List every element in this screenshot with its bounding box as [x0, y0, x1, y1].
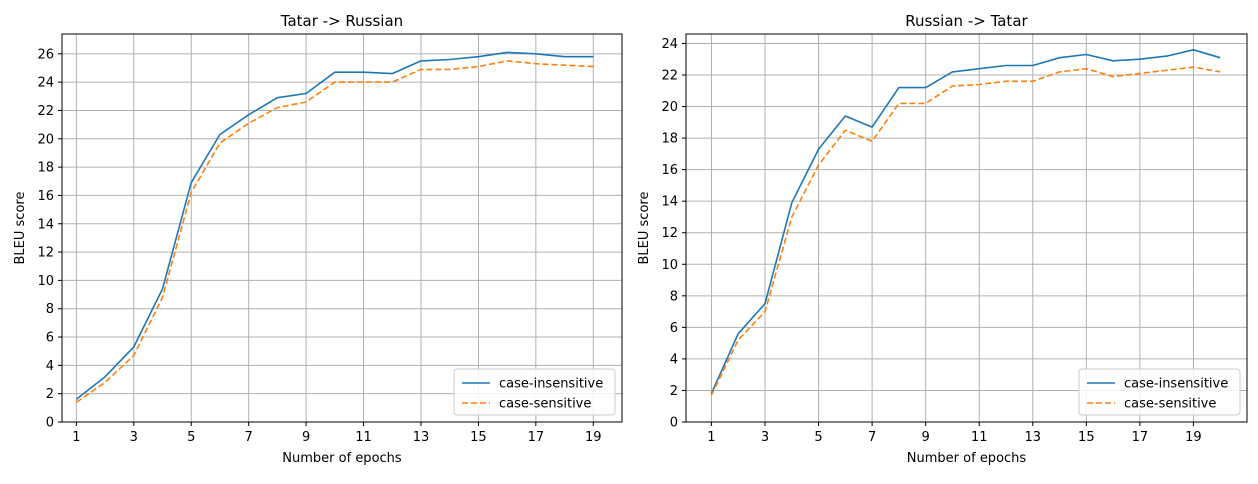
y-tick-label: 16	[661, 163, 678, 178]
y-tick-label: 20	[661, 100, 678, 115]
y-tick-label: 2	[670, 384, 678, 399]
y-tick-label: 8	[46, 302, 54, 317]
y-tick-label: 0	[46, 416, 54, 431]
x-tick-label: 1	[72, 430, 80, 445]
y-tick-label: 6	[46, 331, 54, 346]
x-tick-label: 7	[868, 430, 876, 445]
y-tick-label: 2	[46, 387, 54, 402]
x-tick-label: 19	[1185, 430, 1202, 445]
x-tick-label: 15	[1078, 430, 1095, 445]
x-tick-label: 11	[355, 430, 372, 445]
y-tick-label: 14	[661, 195, 678, 210]
chart-title: Tatar -> Russian	[280, 12, 403, 30]
series-line-case-sensitive	[710, 66, 1221, 396]
y-tick-label: 10	[37, 274, 54, 289]
series-line-case-insensitive	[75, 51, 594, 400]
plot-frame	[685, 33, 1248, 423]
legend: case-insensitive case-sensitive	[453, 368, 616, 416]
legend-box	[1078, 368, 1241, 416]
x-tick-label: 9	[922, 430, 930, 445]
y-tick-label: 4	[670, 352, 678, 367]
x-axis-label: Number of epochs	[282, 451, 402, 466]
chart-tatar-russian: 1 3 5 7 9 11 13 15 17 1902468101214161820222426Ta…	[13, 12, 623, 466]
y-tick-label: 20	[37, 132, 54, 147]
y-tick-label: 22	[661, 69, 678, 84]
chart-russian-tatar: 1 3 5 7 9 11 13 15 17 19024681012141618202224Russ…	[637, 12, 1248, 466]
x-tick-label: 1	[707, 430, 715, 445]
y-tick-label: 6	[670, 321, 678, 336]
legend-label: case-sensitive	[499, 397, 591, 412]
x-tick-label: 9	[302, 430, 310, 445]
legend-label: case-sensitive	[1124, 397, 1216, 412]
x-tick-label: 5	[187, 430, 195, 445]
y-tick-label: 18	[37, 161, 54, 176]
x-tick-label: 19	[585, 430, 602, 445]
y-tick-label: 18	[661, 132, 678, 147]
y-tick-label: 16	[37, 189, 54, 204]
y-tick-label: 10	[661, 258, 678, 273]
legend-box	[453, 368, 616, 416]
x-tick-label: 5	[814, 430, 822, 445]
legend-label: case-insensitive	[499, 377, 603, 392]
x-tick-label: 3	[130, 430, 138, 445]
series-line-case-sensitive	[75, 60, 594, 403]
y-tick-label: 4	[46, 359, 54, 374]
y-tick-label: 8	[670, 289, 678, 304]
x-tick-label: 15	[470, 430, 487, 445]
y-tick-label: 22	[37, 104, 54, 119]
series-line-case-insensitive	[710, 48, 1221, 394]
y-tick-label: 14	[37, 217, 54, 232]
plot-frame	[61, 33, 623, 423]
x-tick-label: 7	[245, 430, 253, 445]
chart-title: Russian -> Tatar	[905, 12, 1028, 30]
y-tick-label: 24	[37, 76, 54, 91]
y-tick-label: 12	[661, 226, 678, 241]
y-tick-label: 24	[661, 37, 678, 52]
y-tick-label: 12	[37, 246, 54, 261]
x-tick-label: 3	[761, 430, 769, 445]
legend: case-insensitive case-sensitive	[1078, 368, 1241, 416]
x-tick-label: 13	[1025, 430, 1042, 445]
x-tick-label: 17	[528, 430, 545, 445]
y-tick-label: 26	[37, 47, 54, 62]
x-tick-label: 11	[971, 430, 988, 445]
x-tick-label: 13	[413, 430, 430, 445]
y-tick-label: 0	[670, 416, 678, 431]
x-axis-label: Number of epochs	[907, 451, 1027, 466]
y-axis-label: BLEU score	[637, 192, 652, 265]
x-tick-label: 17	[1132, 430, 1149, 445]
legend-label: case-insensitive	[1124, 377, 1228, 392]
y-axis-label: BLEU score	[13, 192, 28, 265]
